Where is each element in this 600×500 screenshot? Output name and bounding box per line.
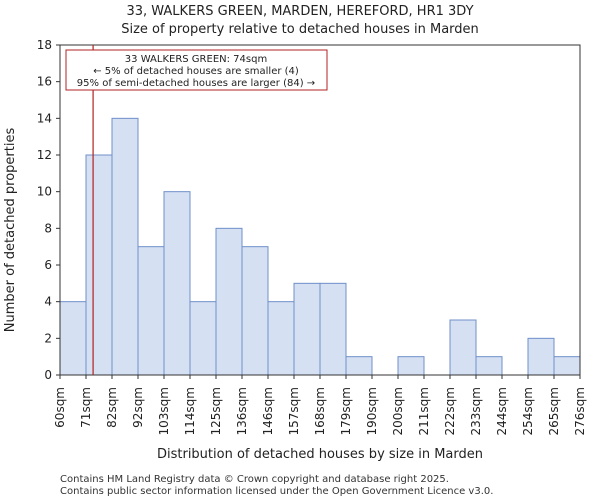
bar-265sqm	[553, 356, 581, 376]
x-axis: 60sqm 71sqm 82sqm 92sqm 103sqm 114sqm 125sqm 13…	[53, 375, 587, 435]
annotation-line-2: ← 5% of detached houses are smaller (4)	[93, 66, 299, 77]
y-tick-label: 14	[37, 111, 52, 125]
y-tick-label: 6	[44, 258, 52, 272]
bar-125sqm	[215, 227, 243, 376]
y-tick-label: 4	[44, 295, 52, 309]
x-tick-label: 254sqm	[521, 387, 535, 435]
x-tick-label: 190sqm	[365, 387, 379, 435]
x-axis-label: Distribution of detached houses by size …	[157, 447, 483, 462]
y-tick-label: 0	[44, 368, 52, 382]
y-axis-label: Number of detached properties	[3, 128, 18, 333]
bar-71sqm	[85, 154, 113, 376]
bar-60sqm	[59, 301, 87, 376]
bar-114sqm	[189, 301, 217, 376]
x-tick-label: 265sqm	[547, 387, 561, 435]
y-tick-label: 12	[37, 148, 52, 162]
bar-179sqm	[345, 356, 373, 376]
x-tick-label: 168sqm	[313, 387, 327, 435]
plot-frame	[59, 44, 581, 376]
bar-200sqm	[397, 356, 425, 376]
bar-136sqm	[241, 246, 269, 376]
footer-line-1: Contains HM Land Registry data © Crown c…	[60, 474, 449, 485]
marker-annotation: 33 WALKERS GREEN: 74sqm ← 5% of detached…	[65, 49, 328, 91]
x-tick-label: 136sqm	[235, 387, 249, 435]
x-tick-label: 244sqm	[495, 387, 509, 435]
annotation-line-1: 33 WALKERS GREEN: 74sqm	[125, 54, 267, 65]
x-tick-label: 92sqm	[131, 387, 145, 428]
bar-222sqm	[449, 319, 477, 376]
x-tick-label: 103sqm	[157, 387, 171, 435]
bar-157sqm	[293, 282, 321, 376]
x-tick-label: 179sqm	[339, 387, 353, 435]
footer-line-2: Contains public sector information licen…	[60, 486, 493, 497]
x-tick-label: 60sqm	[53, 387, 67, 428]
y-tick-label: 16	[37, 75, 52, 89]
x-tick-label: 146sqm	[261, 387, 275, 435]
x-tick-label: 222sqm	[443, 387, 457, 435]
bar-254sqm	[527, 337, 555, 376]
x-tick-label: 276sqm	[573, 387, 587, 435]
x-tick-label: 211sqm	[417, 387, 431, 435]
x-tick-label: 157sqm	[287, 387, 301, 435]
bar-82sqm	[111, 117, 139, 376]
annotation-line-3: 95% of semi-detached houses are larger (…	[77, 78, 315, 89]
y-tick-label: 18	[37, 38, 52, 52]
x-tick-label: 114sqm	[183, 387, 197, 435]
bars-group	[59, 117, 581, 376]
x-tick-label: 200sqm	[391, 387, 405, 435]
x-tick-label: 82sqm	[105, 387, 119, 428]
y-axis: 0 2 4 6 8 10 12 14 16 18	[37, 38, 60, 382]
bar-103sqm	[163, 191, 191, 376]
y-tick-label: 2	[44, 331, 52, 345]
chart-title: 33, WALKERS GREEN, MARDEN, HEREFORD, HR1…	[126, 4, 473, 19]
bar-146sqm	[267, 301, 295, 376]
bar-92sqm	[137, 246, 165, 376]
bar-168sqm	[319, 282, 347, 376]
chart-subtitle: Size of property relative to detached ho…	[121, 22, 479, 37]
y-tick-label: 10	[37, 185, 52, 199]
x-tick-label: 125sqm	[209, 387, 223, 435]
y-tick-label: 8	[44, 221, 52, 235]
x-tick-label: 71sqm	[79, 387, 93, 428]
annotation-box	[65, 49, 328, 91]
bar-233sqm	[475, 356, 503, 376]
x-tick-label: 233sqm	[469, 387, 483, 435]
